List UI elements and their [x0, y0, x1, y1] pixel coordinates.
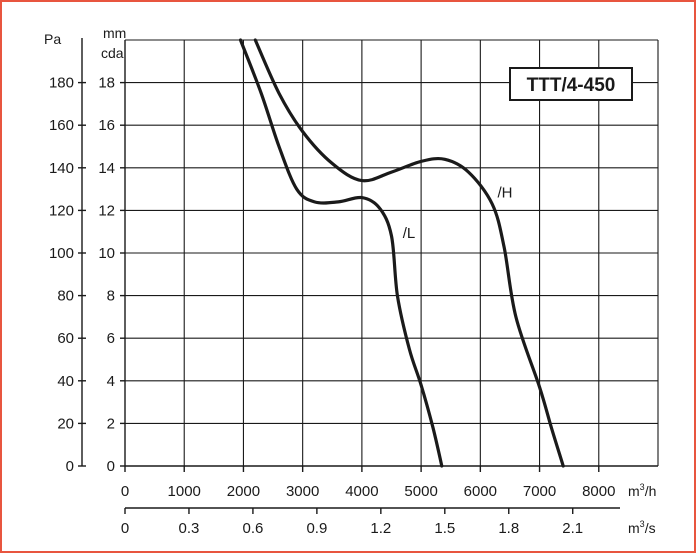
pa-tick-label: 0	[66, 458, 74, 475]
pa-tick-label: 120	[49, 202, 74, 219]
pa-tick-label: 160	[49, 117, 74, 134]
pa-tick-label: 180	[49, 75, 74, 92]
pa-tick-label: 20	[57, 415, 74, 432]
grid	[125, 39, 659, 466]
cda-tick-label: 16	[98, 117, 115, 134]
x-tick-label: 2000	[227, 483, 260, 500]
cda-tick-label: 12	[98, 202, 115, 219]
pa-tick-label: 60	[57, 330, 74, 347]
series-label-l: /L	[403, 225, 416, 242]
curve-l	[238, 38, 444, 468]
cda-tick-label: 2	[107, 415, 115, 432]
pa-tick-label: 40	[57, 373, 74, 390]
x2-tick-label: 2.1	[562, 520, 583, 537]
x-tick-label: 3000	[286, 483, 319, 500]
x-tick-label: 8000	[582, 483, 615, 500]
x2-tick-label: 0.6	[242, 520, 263, 537]
x-tick-label: 0	[121, 483, 129, 500]
cda-tick-label: 18	[98, 75, 115, 92]
x2-axis-unit: m3/s	[628, 519, 656, 536]
pa-tick-label: 100	[49, 245, 74, 262]
x2-tick-label: 0	[121, 520, 129, 537]
cda-tick-label: 10	[98, 245, 115, 262]
cda-tick-label: 8	[107, 288, 115, 305]
tick-labels: 0204060801001201401601800246810121416180…	[49, 75, 615, 537]
x-tick-label: 1000	[168, 483, 201, 500]
y2-axis-unit-mm: mm	[103, 25, 126, 41]
x-axis-unit: m3/h	[628, 482, 656, 499]
x2-tick-label: 1.8	[498, 520, 519, 537]
x-tick-label: 5000	[404, 483, 437, 500]
axes	[78, 38, 658, 514]
x2-tick-label: 0.3	[179, 520, 200, 537]
x-tick-label: 4000	[345, 483, 378, 500]
x2-tick-label: 1.2	[370, 520, 391, 537]
cda-tick-label: 4	[107, 373, 115, 390]
x2-tick-label: 1.5	[434, 520, 455, 537]
y-axis-unit-pa: Pa	[44, 31, 61, 47]
cda-tick-label: 14	[98, 160, 115, 177]
cda-tick-label: 6	[107, 330, 115, 347]
title-box	[509, 67, 633, 101]
pa-tick-label: 80	[57, 288, 74, 305]
chart-title: TTT/4-450	[527, 75, 616, 96]
series-label-h: /H	[498, 185, 513, 202]
pa-tick-label: 140	[49, 160, 74, 177]
cda-tick-label: 0	[107, 458, 115, 475]
y2-axis-unit-cda: cda	[101, 45, 124, 61]
x-tick-label: 6000	[464, 483, 497, 500]
x-tick-label: 7000	[523, 483, 556, 500]
curves: /H/L	[238, 38, 565, 468]
curve-h	[253, 38, 565, 468]
x2-tick-label: 0.9	[306, 520, 327, 537]
